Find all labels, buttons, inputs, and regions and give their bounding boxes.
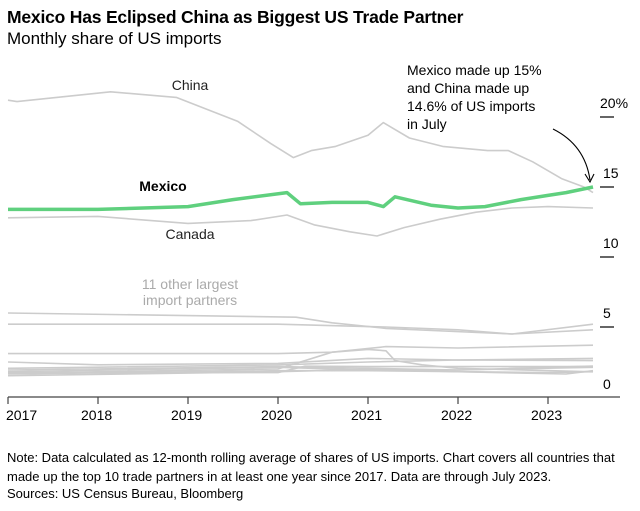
line-chart: China Mexico Canada 11 other largestimport … xyxy=(6,62,628,423)
annotation-text: and China made up xyxy=(407,80,529,96)
chart-title: Mexico Has Eclipsed China as Biggest US … xyxy=(7,7,464,27)
chart-note: Note: Data calculated as 12-month rollin… xyxy=(7,450,615,484)
y-tick-label: 0 xyxy=(603,376,611,392)
x-tick-label: 2021 xyxy=(351,407,382,423)
series-line-other-12 xyxy=(7,369,594,375)
series-line-mexico xyxy=(8,185,594,212)
x-tick-label: 2023 xyxy=(531,407,562,423)
x-tick-label: 2018 xyxy=(81,407,112,423)
y-tick-label: 20% xyxy=(600,95,628,111)
series-line-china xyxy=(7,91,594,194)
series-label-canada: Canada xyxy=(165,226,214,242)
annotation-arrow xyxy=(552,128,591,181)
annotation-text: Mexico made up 15% xyxy=(407,62,542,78)
group-label: 11 other largest xyxy=(142,276,238,292)
group-label: import partners xyxy=(143,292,237,308)
series-line-canada xyxy=(7,205,594,237)
series-line-other-8 xyxy=(7,359,594,370)
x-tick-label: 2019 xyxy=(171,407,202,423)
series-label-mexico: Mexico xyxy=(139,178,186,194)
arrowhead-icon xyxy=(584,173,595,184)
y-tick-label: 10 xyxy=(603,235,619,251)
annotation-text: in July xyxy=(407,116,447,132)
x-tick-label: 2020 xyxy=(261,407,292,423)
y-tick-label: 15 xyxy=(603,165,619,181)
x-tick-label: 2022 xyxy=(441,407,472,423)
series-line-other-4 xyxy=(8,323,594,335)
series-label-china: China xyxy=(172,77,209,93)
chart-subtitle: Monthly share of US imports xyxy=(7,29,222,48)
y-tick-label: 5 xyxy=(603,305,611,321)
series-line-other-5 xyxy=(8,344,594,355)
annotation-text: 14.6% of US imports xyxy=(407,98,535,114)
x-tick-label: 2017 xyxy=(6,407,37,423)
chart-sources: Sources: US Census Bureau, Bloomberg xyxy=(7,486,244,501)
series-line-other-13 xyxy=(7,368,594,377)
